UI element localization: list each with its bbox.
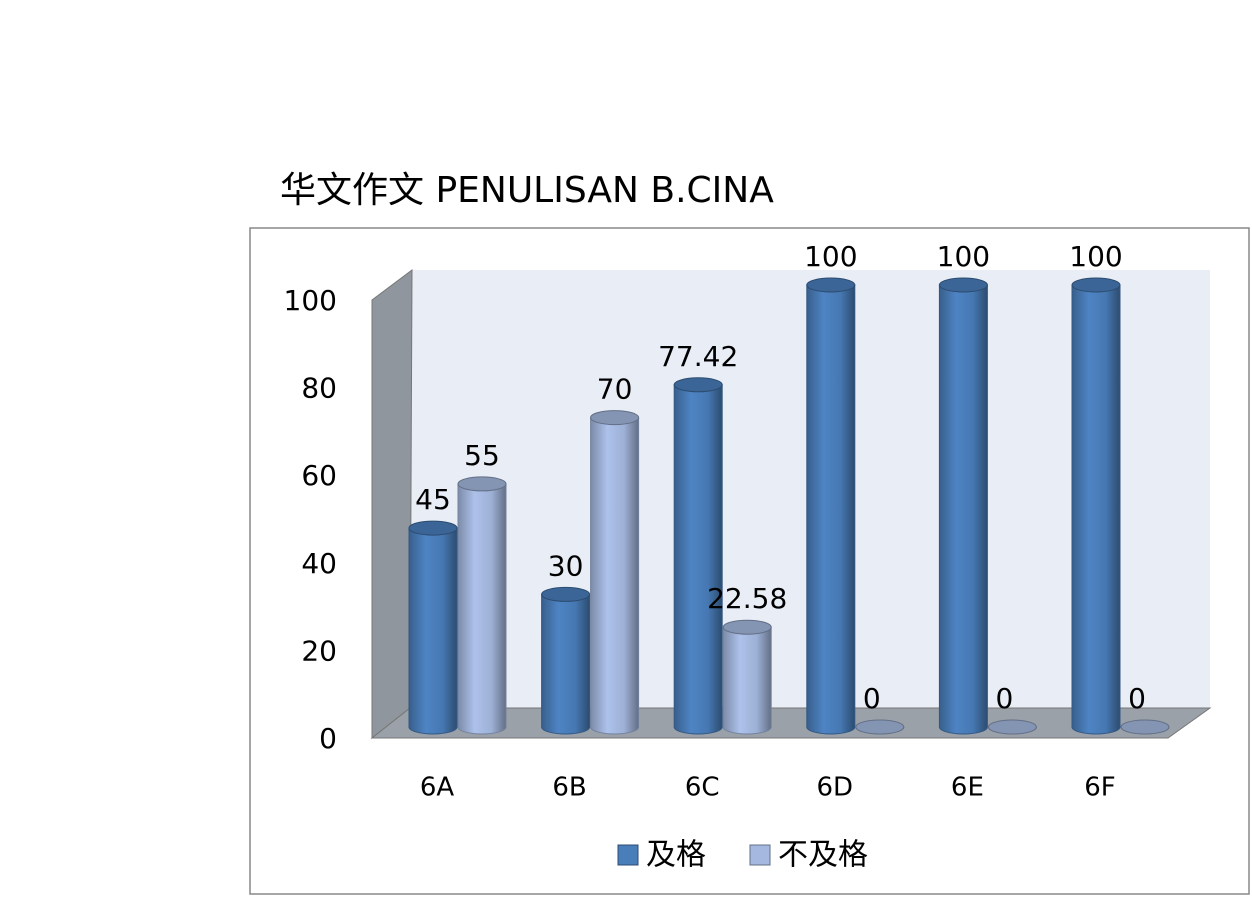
bar-top [855, 719, 905, 735]
bar [590, 410, 640, 735]
bar-top [1120, 719, 1170, 735]
data-label: 30 [548, 549, 584, 582]
x-tick-label: 6C [685, 773, 720, 803]
legend-label: 及格 [646, 838, 706, 873]
bar [987, 719, 1037, 735]
data-label: 100 [804, 240, 857, 273]
bar [408, 520, 458, 735]
bar [722, 619, 772, 735]
y-tick-label: 80 [301, 372, 337, 405]
x-tick-label: 6D [817, 773, 854, 803]
data-label: 0 [1128, 682, 1146, 715]
bar [855, 719, 905, 735]
side-wall [371, 268, 413, 740]
data-label: 45 [415, 483, 451, 516]
y-tick-label: 100 [284, 284, 337, 317]
bar-body [1071, 284, 1121, 735]
chart-title: 华文作文 PENULISAN B.CINA [280, 170, 774, 211]
data-label: 0 [995, 682, 1013, 715]
bar-top [1071, 277, 1121, 293]
bar-body [541, 593, 591, 735]
bar-top [457, 476, 507, 492]
data-label: 100 [1069, 240, 1122, 273]
bar [541, 586, 591, 735]
bar [938, 277, 988, 735]
bar-body [457, 483, 507, 735]
data-label: 22.58 [707, 582, 787, 615]
y-tick-label: 20 [301, 634, 337, 667]
bar [457, 476, 507, 735]
data-label: 0 [863, 682, 881, 715]
y-tick-label: 0 [319, 722, 337, 755]
y-tick-label: 40 [301, 547, 337, 580]
x-tick-label: 6B [552, 773, 586, 803]
bar-body [673, 384, 723, 735]
bar-top [590, 410, 640, 426]
bar-body [590, 417, 640, 735]
bar-top [408, 520, 458, 536]
bar-top [722, 619, 772, 635]
data-label: 70 [597, 373, 633, 406]
bar-top [938, 277, 988, 293]
bar-body [722, 626, 772, 735]
y-tick-label: 60 [301, 459, 337, 492]
bar-top [673, 377, 723, 393]
bar-top [806, 277, 856, 293]
legend-swatch [749, 844, 771, 866]
data-label: 100 [937, 240, 990, 273]
bar-top [987, 719, 1037, 735]
legend-swatch [617, 844, 639, 866]
bar [1071, 277, 1121, 735]
x-tick-label: 6E [951, 773, 984, 803]
data-label: 77.42 [658, 340, 738, 373]
x-tick-label: 6A [420, 773, 455, 803]
bar-top [541, 586, 591, 602]
bar-body [408, 527, 458, 735]
bar [673, 377, 723, 735]
legend-label: 不及格 [778, 838, 868, 873]
bar [1120, 719, 1170, 735]
data-label: 55 [464, 439, 500, 472]
bar [806, 277, 856, 735]
bar-body [806, 284, 856, 735]
bar-body [938, 284, 988, 735]
x-tick-label: 6F [1084, 773, 1116, 803]
